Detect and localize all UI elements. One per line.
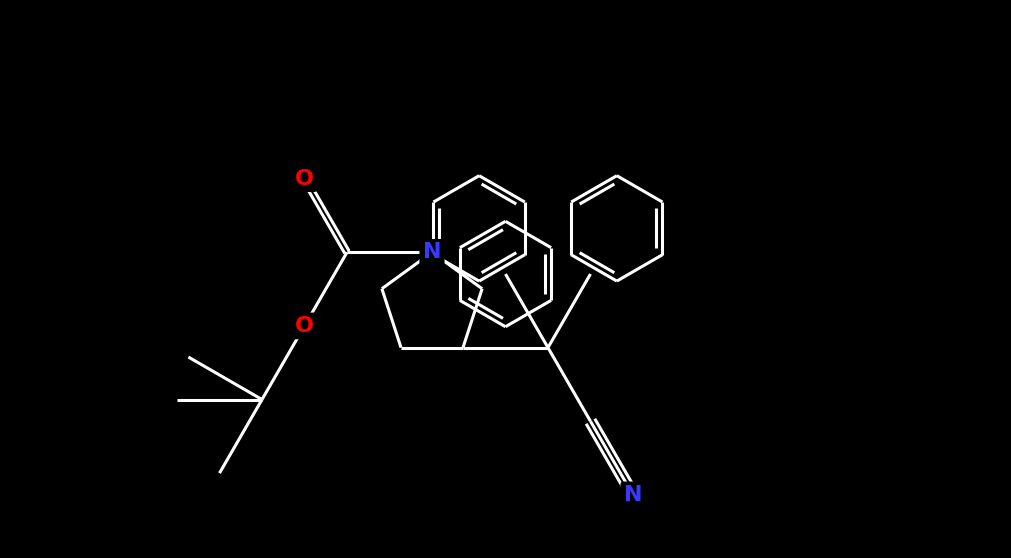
Text: N: N (423, 242, 441, 262)
Text: O: O (295, 169, 314, 189)
Text: N: N (624, 485, 642, 505)
Text: O: O (295, 316, 314, 336)
